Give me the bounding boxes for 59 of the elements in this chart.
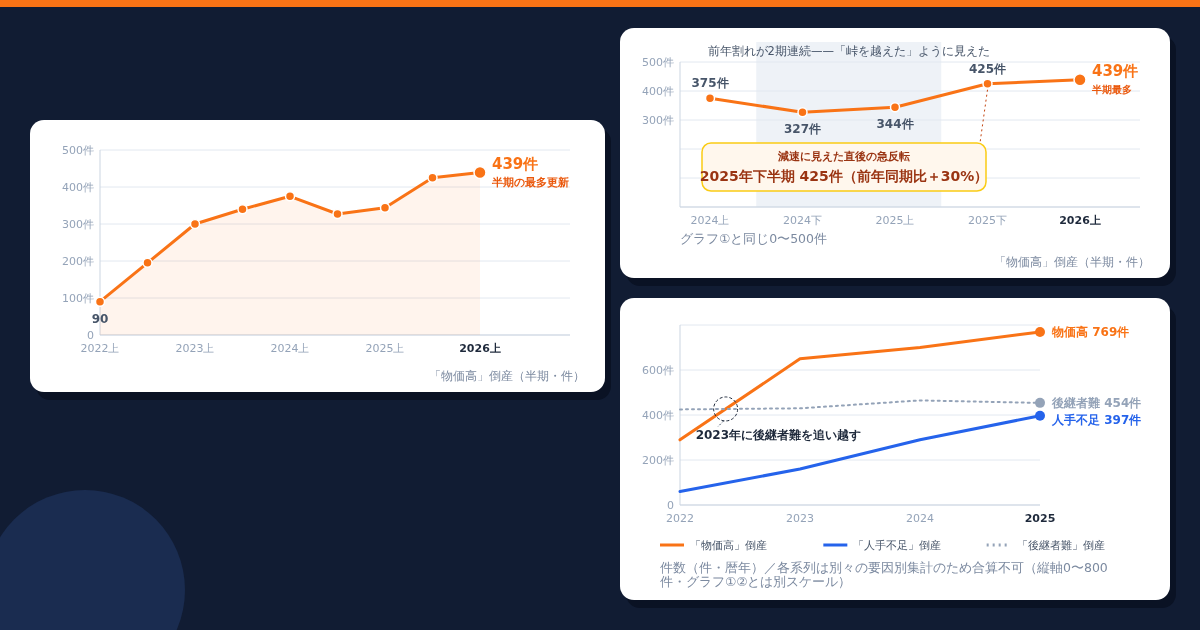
- y-tick-label: 400件: [62, 181, 94, 194]
- text: 「物価高」倒産（半期・件）: [994, 255, 1150, 269]
- x-tick-label: 2024上: [690, 214, 730, 227]
- band-label: 前年割れが2期連続——「峠を越えた」ように見えた: [707, 44, 990, 58]
- data-label: 439件: [492, 154, 539, 173]
- point: [379, 202, 391, 213]
- x-tick-label: 2024: [906, 512, 934, 525]
- y-tick-label: 400件: [642, 409, 674, 422]
- y-tick-label: 0: [87, 329, 94, 342]
- x-tick-label: 2026上: [1059, 214, 1101, 227]
- annotation: 減速に見えた直後の急反転: [777, 150, 910, 163]
- annotation: 半期最多: [1091, 83, 1132, 95]
- x-tick-label: 2025上: [875, 214, 915, 227]
- legend-label: 「後継者難」倒産: [1016, 539, 1105, 552]
- text: 「物価高」倒産（半期・件）: [429, 369, 585, 383]
- point: [1073, 72, 1087, 87]
- x-tick-label: 2023上: [175, 342, 215, 355]
- point: [889, 101, 901, 113]
- x-tick-label: 2024上: [270, 342, 310, 355]
- point: [332, 208, 343, 220]
- data-label: 後継者難 454件: [1051, 395, 1142, 410]
- x-tick-label: 2026上: [459, 342, 501, 355]
- data-label: 物価高 769件: [1051, 324, 1130, 339]
- y-tick-label: 600件: [642, 364, 674, 377]
- legend-label: 「人手不足」倒産: [853, 539, 942, 552]
- x-tick-label: 2025上: [365, 342, 405, 355]
- x-tick-label: 2024下: [783, 214, 822, 227]
- point: [237, 203, 248, 215]
- text: グラフ①と同じ0〜500件: [680, 231, 828, 246]
- x-tick-label: 2022: [666, 512, 694, 525]
- x-tick-label: 2025: [1024, 512, 1056, 525]
- y-tick-label: 300件: [642, 114, 674, 127]
- data-label: 439件: [1092, 61, 1139, 80]
- data-label: 425件: [968, 61, 1007, 76]
- point: [284, 191, 296, 202]
- y-tick-label: 500件: [642, 56, 674, 69]
- x-tick-label: 2022上: [80, 342, 120, 355]
- annotation: 2023年に後継者難を追い越す: [695, 427, 862, 442]
- y-tick-label: 200件: [642, 454, 674, 467]
- x-tick-label: 2025下: [968, 214, 1007, 227]
- annotation: 半期の最多更新: [491, 175, 569, 189]
- y-tick-label: 0: [667, 499, 674, 512]
- data-label: 344件: [876, 117, 914, 132]
- x-tick-label: 2023: [786, 512, 814, 525]
- data-label: 人手不足 397件: [1051, 412, 1142, 427]
- point: [189, 218, 201, 230]
- data-label: 327件: [783, 122, 822, 137]
- point: [142, 257, 153, 269]
- text: 件数（件・暦年）／各系列は別々の要因別集計のため合算不可（縦軸0〜800件・グラフ①②とは別スケール）: [660, 560, 1108, 589]
- y-tick-label: 500件: [62, 144, 94, 157]
- y-tick-label: 200件: [62, 255, 94, 268]
- point: [797, 106, 808, 118]
- data-label: 375件: [691, 76, 729, 91]
- legend-label: 「物価高」倒産: [690, 539, 767, 552]
- point: [473, 165, 487, 180]
- data-label: 90: [91, 311, 109, 326]
- y-tick-label: 300件: [62, 218, 94, 231]
- y-tick-label: 400件: [642, 85, 674, 98]
- y-tick-label: 100件: [62, 292, 94, 305]
